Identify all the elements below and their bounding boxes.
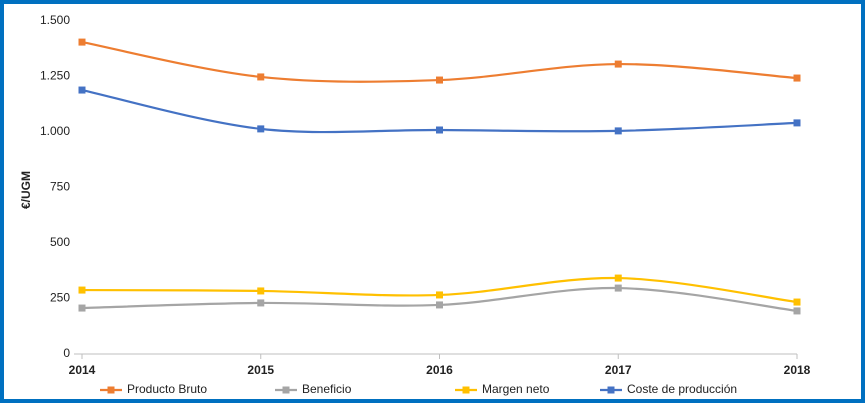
point [614,127,622,135]
y-tick-label: 1.250 [40,69,70,83]
point [257,299,265,307]
point [614,274,622,282]
y-tick-label: 1.000 [40,124,70,138]
legend-label: Margen neto [482,382,550,396]
point [436,301,443,309]
point [78,286,86,294]
y-tick-label: 0 [63,346,70,360]
point [614,284,622,292]
point [436,126,443,134]
legend-marker [107,386,115,394]
point [78,38,86,46]
legend-label: Producto Bruto [127,382,207,396]
point [436,291,443,299]
y-tick-label: 250 [50,291,70,305]
x-tick-label: 2014 [69,363,96,377]
x-tick-label: 2018 [784,363,811,377]
legend-marker [607,386,615,394]
y-axis-label: €/UGM [19,171,33,209]
point [78,304,86,312]
point [614,60,622,68]
y-tick-label: 500 [50,235,70,249]
legend-label: Beneficio [302,382,352,396]
x-tick-label: 2015 [247,363,274,377]
y-tick-label: 750 [50,180,70,194]
y-tick-label: 1.500 [40,13,70,27]
point [78,86,86,94]
point [257,287,265,295]
point [793,307,801,315]
x-tick-label: 2016 [426,363,453,377]
point [793,119,801,127]
point [257,125,265,133]
x-tick-label: 2017 [605,363,632,377]
point [436,76,443,84]
point [257,73,265,81]
legend-marker [282,386,290,394]
legend-label: Coste de producción [627,382,737,396]
legend-marker [462,386,470,394]
point [793,298,801,306]
point [793,74,801,82]
